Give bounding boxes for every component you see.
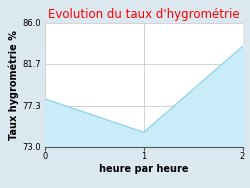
X-axis label: heure par heure: heure par heure (99, 164, 188, 174)
Y-axis label: Taux hygrométrie %: Taux hygrométrie % (9, 30, 19, 139)
Title: Evolution du taux d'hygrométrie: Evolution du taux d'hygrométrie (48, 8, 240, 21)
